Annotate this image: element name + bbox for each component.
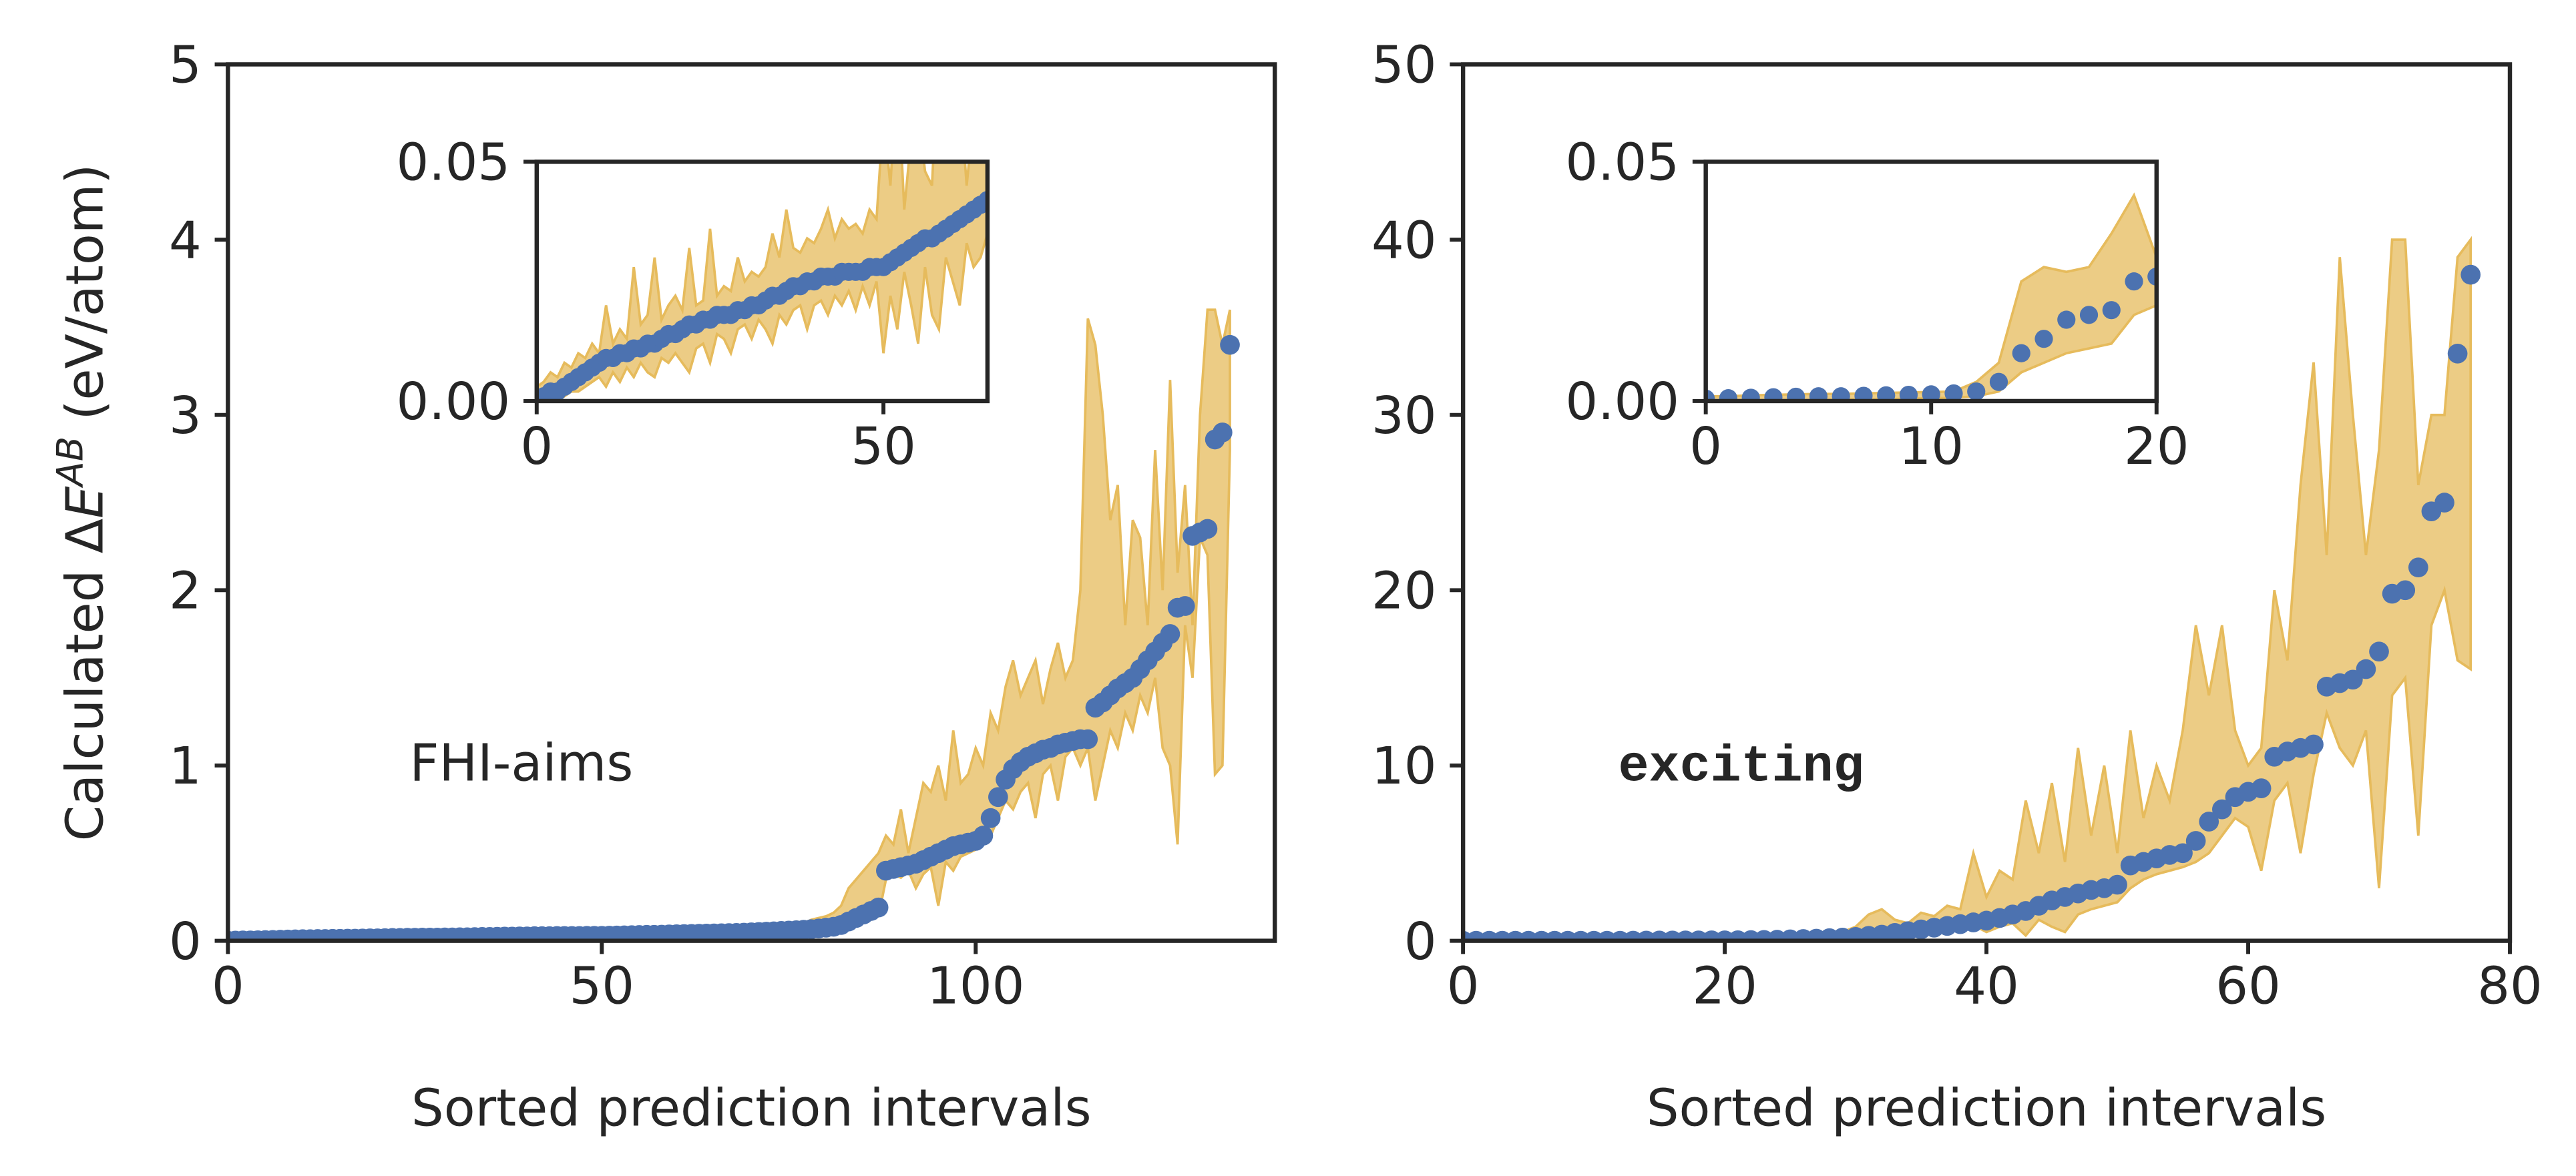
x-tick-label: 20 — [1692, 957, 1757, 1016]
data-point — [1922, 385, 1940, 401]
data-point — [2460, 264, 2481, 285]
prediction-band — [1705, 192, 2157, 401]
data-point — [868, 897, 889, 918]
data-layer — [228, 308, 1240, 941]
data-point — [1160, 624, 1180, 644]
data-point — [2447, 343, 2468, 364]
data-point — [1174, 596, 1195, 616]
inset-frame — [534, 160, 990, 404]
data-point — [1967, 382, 1986, 401]
x-tick-label: 0 — [1689, 417, 1722, 477]
data-point — [1212, 422, 1233, 443]
y-tick-label: 5 — [169, 36, 202, 95]
x-tick-label: 80 — [2477, 957, 2543, 1016]
data-point — [1719, 389, 1738, 401]
x-tick-label: 0 — [520, 417, 553, 477]
axes-frame — [226, 62, 1277, 943]
data-layer — [1463, 236, 2481, 941]
data-point — [2057, 310, 2076, 329]
x-tick-label: 100 — [927, 957, 1024, 1016]
data-point — [2034, 330, 2053, 348]
y-tick-label: 4 — [169, 211, 202, 270]
data-point — [2079, 306, 2099, 324]
y-tick-label: 0.00 — [1565, 372, 1679, 432]
data-point — [2369, 641, 2389, 662]
data-point — [973, 826, 994, 846]
y-tick-label: 3 — [169, 386, 202, 446]
y-tick-label: 1 — [169, 737, 202, 796]
x-tick-label: 0 — [212, 957, 244, 1016]
plot-area: 0 20 40 60 80 0 10 20 30 40 50 — [1371, 36, 2543, 1016]
y-tick-label: 30 — [1371, 386, 1437, 446]
y-tick-label: 0 — [1404, 912, 1437, 972]
x-tick-label: 50 — [851, 417, 916, 477]
prediction-band — [228, 308, 1231, 941]
y-label-symbol: E — [55, 486, 115, 519]
data-point — [2107, 874, 2127, 895]
data-point — [1989, 372, 2008, 391]
y-tick-label: 10 — [1371, 737, 1437, 796]
data-point — [2102, 301, 2121, 320]
data-point — [1220, 334, 1240, 355]
data-point — [2185, 831, 2206, 851]
inset-plot-area: 0 10 20 0.00 0.05 — [1565, 133, 2189, 477]
data-point — [2395, 580, 2416, 601]
data-point — [2304, 734, 2324, 755]
annotation: exciting — [1619, 739, 1864, 797]
inset-plot-area: 0 50 0.00 0.05 — [397, 133, 990, 477]
data-point — [1705, 389, 1715, 401]
data-layer — [536, 162, 988, 401]
x-tick-label: 40 — [1954, 957, 2019, 1016]
data-point — [1854, 386, 1873, 401]
data-point — [2212, 799, 2232, 820]
data-point — [1764, 388, 1783, 401]
y-label-unit: (eV/atom) — [55, 164, 115, 436]
data-point — [1809, 387, 1828, 401]
data-point — [2251, 778, 2272, 798]
x-tick-label: 60 — [2215, 957, 2281, 1016]
x-tick-label: 0 — [1447, 957, 1480, 1016]
plot-area: 0 50 100 0 1 2 3 4 5 — [169, 36, 1277, 1016]
y-tick-label: 40 — [1371, 211, 1437, 270]
data-point — [1078, 729, 1098, 750]
y-tick-label: 2 — [169, 562, 202, 621]
y-label-superscript: AB — [49, 436, 91, 489]
x-tick-label: 50 — [570, 957, 635, 1016]
data-point — [1877, 386, 1896, 401]
x-axis-label: Sorted prediction intervals — [411, 1079, 1091, 1139]
data-point — [2434, 493, 2454, 513]
data-point — [978, 191, 988, 210]
y-axis-label: Calculated ΔEAB (eV/atom) — [49, 164, 116, 842]
x-tick-label: 20 — [2124, 417, 2189, 477]
data-point — [988, 787, 1008, 808]
y-tick-label: 0 — [169, 912, 202, 972]
data-point — [1944, 384, 1963, 401]
data-point — [1197, 519, 1218, 539]
data-point — [2356, 659, 2376, 679]
x-axis-label: Sorted prediction intervals — [1647, 1079, 2326, 1139]
data-point — [1899, 386, 1918, 401]
y-tick-label: 20 — [1371, 562, 1437, 621]
data-point — [2173, 843, 2193, 864]
y-tick-label: 0.00 — [397, 372, 511, 432]
y-tick-label: 50 — [1371, 36, 1437, 95]
y-tick-label: 0.05 — [397, 133, 511, 193]
y-tick-label: 0.05 — [1565, 133, 1679, 193]
data-point — [2125, 272, 2143, 291]
data-point — [2199, 812, 2219, 832]
data-point — [1787, 387, 1805, 401]
data-layer — [1705, 192, 2157, 401]
data-point — [2147, 267, 2157, 286]
annotation: FHI-aims — [409, 734, 633, 794]
x-tick-label: 10 — [1898, 417, 1964, 477]
y-label-prefix: Calculated Δ — [55, 519, 115, 841]
data-point — [2408, 557, 2428, 578]
data-point — [980, 808, 1001, 828]
data-point — [1741, 388, 1760, 401]
data-point — [2012, 344, 2030, 362]
data-point — [1832, 387, 1850, 401]
